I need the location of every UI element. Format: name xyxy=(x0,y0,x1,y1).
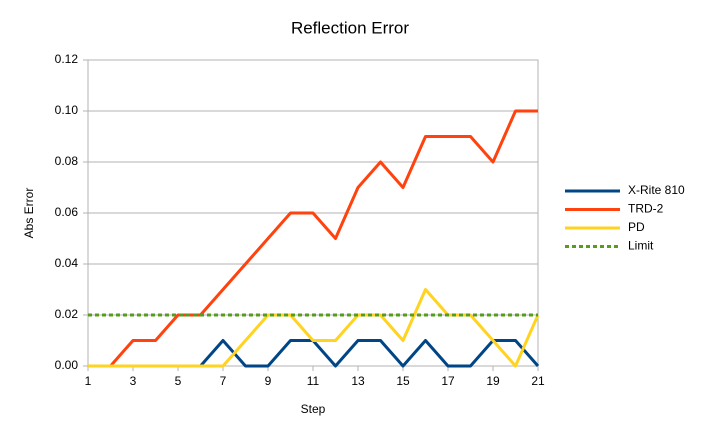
x-tick-label: 19 xyxy=(486,374,500,388)
x-tick-label: 21 xyxy=(531,374,545,388)
x-tick-label: 1 xyxy=(85,374,92,388)
x-tick-label: 3 xyxy=(130,374,137,388)
y-tick-label: 0.10 xyxy=(55,103,79,117)
y-tick-label: 0.02 xyxy=(55,307,79,321)
legend-label: X-Rite 810 xyxy=(628,183,685,197)
y-tick-label: 0.12 xyxy=(55,52,79,66)
y-tick-label: 0.00 xyxy=(55,358,79,372)
x-axis-label: Step xyxy=(301,402,326,416)
series-line xyxy=(88,339,540,368)
legend-label: PD xyxy=(628,220,645,234)
series-line xyxy=(88,288,540,368)
x-tick-label: 15 xyxy=(396,374,410,388)
legend-label: TRD-2 xyxy=(628,202,664,216)
legend-label: Limit xyxy=(628,239,654,253)
y-tick-label: 0.08 xyxy=(55,154,79,168)
x-tick-label: 5 xyxy=(175,374,182,388)
y-tick-label: 0.04 xyxy=(55,256,79,270)
x-tick-label: 9 xyxy=(265,374,272,388)
x-tick-label: 17 xyxy=(441,374,455,388)
x-tick-label: 11 xyxy=(307,374,320,388)
series-line xyxy=(88,109,538,368)
x-tick-label: 13 xyxy=(351,374,365,388)
chart-title: Reflection Error xyxy=(291,18,409,37)
x-tick-label: 7 xyxy=(220,374,227,388)
y-axis-label: Abs Error xyxy=(22,188,36,239)
y-tick-label: 0.06 xyxy=(55,205,79,219)
